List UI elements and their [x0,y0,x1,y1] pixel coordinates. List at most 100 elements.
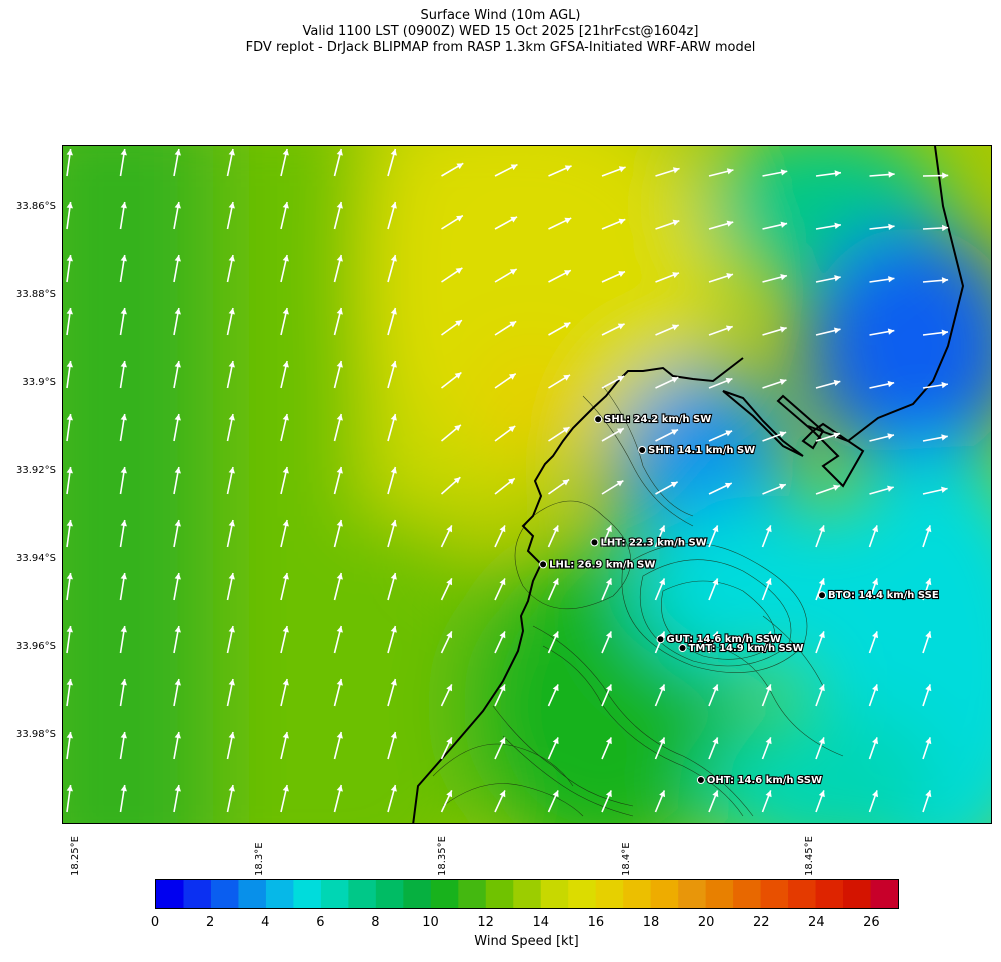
wind-arrow [119,731,127,760]
colorbar-bin [348,880,377,908]
wind-arrow [66,731,73,760]
wind-arrow [440,476,461,495]
wind-arrow [66,254,73,283]
wind-vectors [66,148,949,813]
wind-arrow [441,371,462,389]
title-line-3: FDV replot - DrJack BLIPMAP from RASP 1.… [245,40,756,55]
wind-arrow [280,201,289,230]
wind-arrow [119,519,127,548]
wind-arrow [494,631,506,654]
colorbar-bin [238,880,267,908]
wind-arrow [762,378,787,389]
wind-arrow [440,424,462,442]
wind-arrow [868,684,879,707]
wind-arrow [654,578,666,601]
wind-arrow [547,790,559,813]
colorbar-bin [403,880,432,908]
wind-arrow [173,201,181,230]
wind-arrow [494,373,517,389]
wind-arrow [119,625,127,654]
wind-arrow [494,163,518,177]
wind-arrow [173,254,181,283]
wind-arrow [280,678,289,707]
colorbar-tick-label: 20 [697,915,715,930]
wind-arrow [922,329,949,336]
wind-arrow [708,482,733,495]
wind-arrow [815,525,825,548]
wind-arrow [548,217,572,230]
station-label: OHT: 14.6 km/h SSW [707,775,822,786]
wind-arrow [868,737,879,760]
wind-arrow [869,485,894,495]
wind-arrow [708,578,719,601]
wind-arrow [66,784,73,813]
wind-arrow [333,254,343,283]
colorbar-bin [513,880,542,908]
wind-arrow [226,307,235,336]
station-shl: SHL: 24.2 km/h SW [594,413,712,426]
wind-arrow [547,737,559,760]
wind-arrow [280,625,289,654]
station-label: LHT: 22.3 km/h SW [600,537,706,548]
colorbar-bin [540,880,569,908]
wind-arrow [66,413,73,442]
wind-arrow [708,737,719,760]
colorbar-bin [568,880,597,908]
wind-arrow [761,525,772,548]
station-gut: GUT: 14.6 km/h SSW [656,633,782,646]
wind-arrow [815,684,825,707]
colorbar-bin [210,880,239,908]
coastline [412,146,965,823]
wind-arrow [655,481,678,495]
colorbar-bin [650,880,679,908]
wind-arrow [868,578,879,601]
wind-arrow [173,519,181,548]
colorbar-tick-label: 12 [477,915,494,930]
wind-arrow [66,625,73,654]
wind-arrow [333,466,343,495]
wind-arrow [708,631,719,654]
wind-arrow [333,413,343,442]
wind-arrow [869,276,895,283]
wind-arrow [547,631,559,654]
wind-arrow [601,166,626,177]
title-line-1: Surface Wind (10m AGL) [420,8,581,23]
wind-arrow [173,731,181,760]
wind-arrow [119,201,127,230]
station-marker [638,446,647,454]
wind-arrow [280,307,289,336]
wind-arrow [868,790,879,813]
wind-arrow [66,201,73,230]
colorbar-bin [788,880,817,908]
wind-arrow [869,223,895,231]
wind-arrow [441,214,464,230]
wind-arrow [387,572,397,601]
wind-arrow [548,321,571,336]
colorbar-tick-label: 26 [863,915,880,930]
wind-arrow [708,684,719,707]
wind-arrow [761,578,772,601]
wind-arrow [66,572,73,601]
wind-arrow [494,578,506,601]
wind-arrow [441,319,463,336]
wind-arrow [333,307,343,336]
wind-arrow [280,784,289,813]
wind-arrow [548,426,571,442]
wind-arrow [440,578,453,601]
wind-arrow [922,790,932,813]
station-lhl: LHL: 26.9 km/h SW [539,558,657,572]
wind-arrow [494,525,506,548]
wind-arrow [815,432,841,442]
wind-arrow [761,684,772,707]
wind-arrow [601,427,625,442]
wind-arrow [601,479,624,495]
wind-arrow [387,466,397,495]
wind-arrow [387,784,397,813]
wind-map: SHL: 24.2 km/h SW SHT: 14.1 km/h SW LHT: 2… [62,145,992,824]
station-sht: SHT: 14.1 km/h SW [638,444,756,457]
station-label: GUT: 14.6 km/h SSW [667,634,782,645]
wind-arrow [173,784,181,813]
wind-arrow [548,269,572,283]
colorbar-tick-label: 6 [316,915,325,930]
wind-arrow [387,360,397,389]
